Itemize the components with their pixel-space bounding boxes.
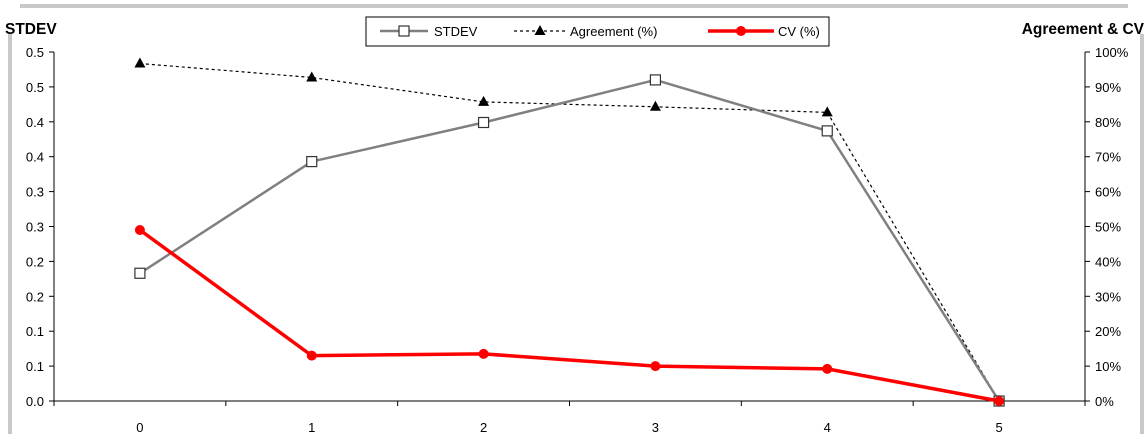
right-tick-label: 30% bbox=[1095, 289, 1121, 304]
x-tick-label: 1 bbox=[308, 420, 315, 435]
series-agreement bbox=[134, 57, 1005, 405]
legend-item: CV (%) bbox=[708, 24, 820, 39]
legend-swatch-marker bbox=[736, 26, 746, 36]
data-point bbox=[649, 100, 661, 111]
x-tick-label: 4 bbox=[824, 420, 831, 435]
data-point bbox=[134, 267, 146, 279]
data-point bbox=[822, 363, 833, 374]
right-tick-label: 70% bbox=[1095, 150, 1121, 165]
series-stdev bbox=[134, 74, 1005, 407]
series bbox=[134, 57, 1005, 407]
data-point bbox=[650, 361, 661, 372]
left-tick-label: 0.4 bbox=[26, 115, 44, 130]
left-tick-label: 0.4 bbox=[26, 150, 44, 165]
axes bbox=[53, 52, 1086, 402]
legend: STDEV Agreement (%) CV (%) bbox=[365, 16, 830, 47]
data-point bbox=[994, 396, 1005, 406]
left-tick-label: 0.2 bbox=[26, 254, 44, 269]
legend-label: Agreement (%) bbox=[570, 24, 657, 39]
data-point bbox=[134, 224, 145, 235]
data-point bbox=[306, 71, 318, 82]
right-tick-label: 60% bbox=[1095, 185, 1121, 200]
x-tick-label: 2 bbox=[480, 420, 487, 435]
right-tick-label: 100% bbox=[1095, 45, 1129, 60]
right-tick-label: 90% bbox=[1095, 80, 1121, 95]
right-tick-label: 0% bbox=[1095, 394, 1114, 409]
right-tick-label: 50% bbox=[1095, 220, 1121, 235]
left-tick-label: 0.3 bbox=[26, 220, 44, 235]
frame-bar-left bbox=[8, 34, 12, 434]
right-tick-label: 20% bbox=[1095, 324, 1121, 339]
right-tick-label: 40% bbox=[1095, 254, 1121, 269]
legend-swatch-marker bbox=[534, 25, 546, 35]
legend-label: STDEV bbox=[434, 24, 478, 39]
data-point bbox=[134, 57, 146, 68]
right-tick-label: 10% bbox=[1095, 359, 1121, 374]
data-point bbox=[649, 74, 662, 86]
frame-bar-top bbox=[20, 4, 1128, 8]
data-point bbox=[477, 116, 490, 129]
data-point bbox=[478, 348, 489, 359]
legend-item: Agreement (%) bbox=[514, 24, 657, 39]
series-line bbox=[139, 78, 1001, 402]
data-point bbox=[306, 155, 318, 168]
x-tick-label: 5 bbox=[995, 420, 1002, 435]
left-tick-label: 0.5 bbox=[26, 45, 44, 60]
left-tick-label: 0.3 bbox=[26, 185, 44, 200]
left-tick-label: 0.5 bbox=[26, 80, 44, 95]
x-tick-label: 0 bbox=[136, 420, 143, 435]
series-line bbox=[138, 228, 1000, 403]
legend-label: CV (%) bbox=[778, 24, 820, 39]
data-point bbox=[821, 125, 833, 137]
x-tick-label: 3 bbox=[652, 420, 659, 435]
right-axis-title: Agreement & CV bbox=[1022, 21, 1145, 38]
legend-swatch-marker bbox=[398, 25, 410, 37]
left-tick-label: 0.0 bbox=[26, 394, 44, 409]
ticks: 0.00.10.10.20.20.30.30.40.40.50.50%10%20… bbox=[26, 45, 1129, 435]
series-cv bbox=[134, 224, 1005, 406]
series-line bbox=[139, 62, 1000, 402]
frame-bar-right bbox=[1140, 34, 1144, 434]
left-tick-label: 0.1 bbox=[26, 359, 44, 374]
left-tick-label: 0.1 bbox=[26, 324, 44, 339]
data-point bbox=[306, 350, 317, 361]
data-point bbox=[478, 95, 490, 106]
right-tick-label: 80% bbox=[1095, 115, 1121, 130]
legend-item: STDEV bbox=[380, 24, 478, 39]
left-axis-title: STDEV bbox=[5, 21, 57, 38]
data-point bbox=[821, 106, 833, 117]
left-tick-label: 0.2 bbox=[26, 289, 44, 304]
